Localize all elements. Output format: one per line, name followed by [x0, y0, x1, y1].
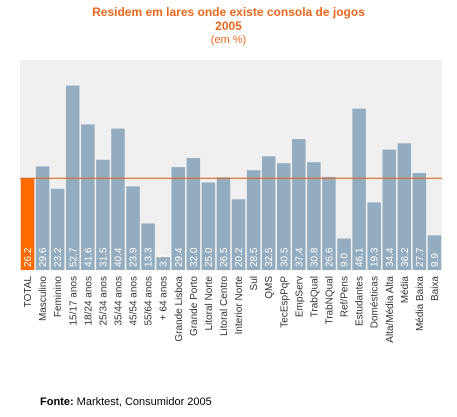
bar-18	[292, 139, 306, 270]
category-label-5: 25/34 anos	[98, 276, 109, 326]
category-label-0: TOTAL	[23, 276, 34, 308]
category-label-23: Domésticas	[370, 276, 381, 328]
bar-value-label-20: 26.6	[324, 247, 335, 267]
category-label-19: TrabQual	[309, 276, 320, 317]
category-label-9: + 64 anos	[159, 276, 170, 320]
bar-value-label-14: 20.2	[234, 247, 245, 267]
bar-value-label-19: 30.8	[309, 247, 320, 267]
bar-value-label-24: 34.4	[385, 247, 396, 267]
category-label-17: TecEspPqP	[279, 276, 290, 328]
bar-27	[427, 235, 442, 270]
category-label-4: 18/24 anos	[83, 276, 94, 326]
chart-title: Residem em lares onde existe consola de …	[92, 5, 365, 19]
bar-19	[307, 162, 321, 270]
bar-value-label-5: 31.5	[98, 247, 109, 267]
category-label-1: Masculino	[38, 276, 49, 321]
bar-6	[111, 128, 125, 270]
category-label-21: Ref/Pens	[340, 276, 351, 317]
bar-value-label-15: 28.5	[249, 247, 260, 267]
bar-value-label-6: 40.4	[113, 247, 124, 267]
bar-13	[216, 177, 231, 270]
bar-26	[412, 173, 427, 270]
bar-25	[397, 143, 412, 270]
category-label-7: 45/54 anos	[129, 276, 140, 326]
bar-2	[50, 188, 65, 270]
category-label-3: 15/17 anos	[68, 276, 79, 326]
bar-value-label-7: 23.9	[129, 247, 140, 267]
category-label-25: Média	[400, 276, 411, 304]
bar-24	[382, 149, 396, 270]
bar-14	[231, 199, 246, 270]
source-note: Fonte: Marktest, Consumidor 2005	[40, 396, 212, 408]
category-label-22: Estudantes	[355, 276, 366, 326]
category-label-11: Grande Porto	[189, 276, 200, 336]
bar-value-label-17: 30.5	[279, 247, 290, 267]
bar-1	[35, 166, 50, 270]
bar-5	[96, 159, 110, 270]
bar-chart: 26.2 TOTAL 29.6 Masculino 23.2 Feminino 52.7 15…	[20, 60, 442, 343]
bar-7	[126, 186, 140, 270]
bar-value-label-23: 19.3	[370, 247, 381, 267]
bar-value-label-16: 32.5	[264, 247, 275, 267]
source-text: Marktest, Consumidor 2005	[73, 396, 212, 408]
bar-17	[277, 163, 291, 270]
category-label-27: Baixa	[430, 276, 441, 301]
category-label-14: Interior Norte	[234, 276, 245, 335]
bar-value-label-10: 29.4	[174, 247, 185, 267]
bar-12	[201, 182, 216, 270]
bar-22	[352, 108, 366, 271]
bar-value-label-12: 25.0	[204, 247, 215, 267]
bar-23	[367, 202, 381, 270]
bar-21	[337, 238, 351, 270]
bar-value-label-2: 23.2	[53, 247, 64, 267]
category-label-24: Alta/Média Alta	[385, 276, 396, 343]
bar-value-label-3: 52.7	[68, 247, 79, 267]
category-label-26: Média Baixa	[415, 276, 426, 331]
bar-value-label-26: 27.7	[415, 247, 426, 267]
category-label-6: 35/44 anos	[113, 276, 124, 326]
category-label-2: Feminino	[53, 276, 64, 318]
category-label-18: EmpServ	[294, 276, 305, 317]
bar-4	[81, 124, 95, 271]
bar-value-label-1: 29.6	[38, 247, 49, 267]
category-label-16: QMS	[264, 276, 275, 299]
bar-value-label-4: 41.6	[83, 247, 94, 267]
bar-16	[261, 156, 276, 270]
bar-10	[171, 167, 185, 270]
bar-11	[186, 158, 201, 270]
category-label-20: TrabNQual	[324, 276, 335, 325]
bar-value-label-8: 13.3	[144, 247, 155, 267]
bar-0	[20, 178, 35, 270]
bar-20	[322, 176, 336, 270]
category-label-13: Litoral Centro	[219, 276, 230, 336]
bar-value-label-11: 32.0	[189, 247, 200, 267]
bar-9	[156, 257, 170, 270]
bar-value-label-22: 46.1	[355, 247, 366, 267]
chart-subtitle: (em %)	[210, 34, 247, 46]
bar-value-label-21: 9.0	[340, 253, 351, 267]
bar-value-label-0: 26.2	[23, 247, 34, 267]
bar-value-label-25: 36.2	[400, 247, 411, 267]
chart-title-year: 2005	[215, 19, 242, 33]
bar-value-label-18: 37.4	[294, 247, 305, 267]
category-label-8: 55/64 anos	[144, 276, 155, 326]
category-label-10: Grande Lisboa	[174, 276, 185, 342]
category-label-12: Litoral Norte	[204, 276, 215, 331]
bar-value-label-9: 3.7	[159, 253, 170, 267]
bar-value-label-13: 26.5	[219, 247, 230, 267]
category-label-15: Sul	[249, 276, 260, 290]
bar-8	[141, 223, 155, 270]
bar-15	[246, 170, 261, 270]
source-label: Fonte:	[40, 396, 74, 408]
bar-value-label-27: 9.9	[430, 253, 441, 267]
